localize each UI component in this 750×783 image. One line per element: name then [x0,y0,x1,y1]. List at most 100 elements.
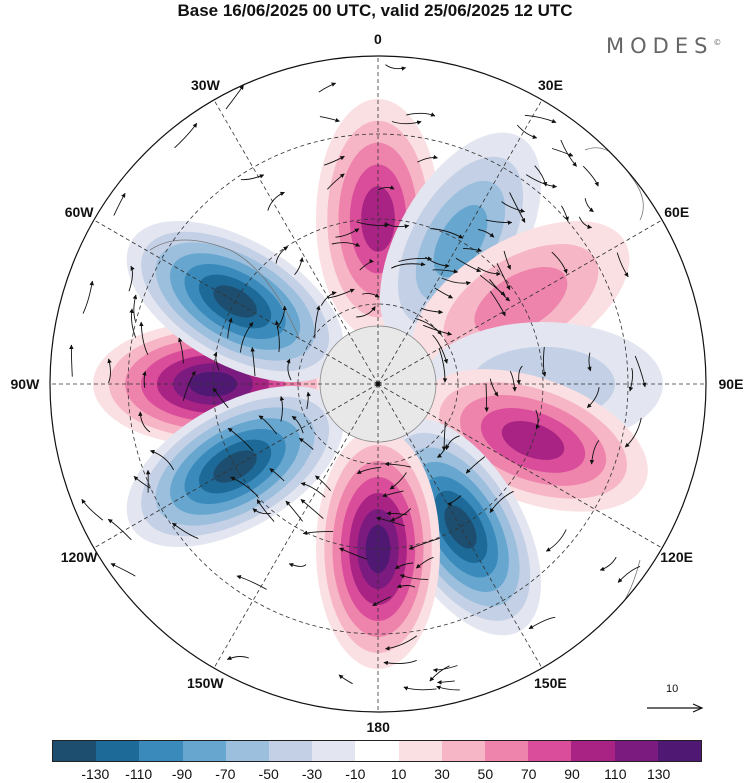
streamline [285,500,303,522]
streamline [634,355,647,388]
meridian-line [377,383,663,549]
lon-label-60W: 60W [64,203,94,220]
streamline [236,575,267,590]
streamline [274,320,280,352]
latitude-circle [127,133,629,635]
streamline [256,499,275,522]
streamline [437,680,455,685]
streamline [561,205,569,222]
colorbar-bin-1 [96,741,140,761]
streamline [110,563,136,577]
map-title: Base 16/06/2025 00 UTC, valid 25/06/2025… [177,1,573,20]
colorbar-tick-label: 110 [604,766,627,782]
colorbar-bin-14 [657,741,702,761]
streamline [535,409,540,430]
streamline [258,415,278,435]
streamline [516,124,538,139]
streamline [624,417,642,448]
colorbar-bin-6 [312,741,356,761]
streamline [441,421,447,452]
streamline [501,201,526,213]
streamline [356,221,390,228]
streamline [485,219,513,225]
streamline [525,174,558,189]
streamline [391,120,422,125]
streamline [107,358,112,384]
streamline [302,530,334,536]
streamline [489,490,514,513]
streamline [586,387,600,408]
colorbar-bin-12 [571,741,615,761]
meridian-line [213,383,379,669]
streamline [331,242,361,247]
streamline [335,228,360,238]
streamline [213,351,220,371]
streamline [406,112,436,117]
streamline [212,387,229,409]
streamline [551,251,568,274]
streamline [252,508,271,515]
streamline [509,370,517,392]
streamline [509,192,526,223]
streamline [391,261,426,269]
streamline [376,516,406,527]
streamline [441,277,471,286]
streamline [541,346,547,377]
streamline [408,537,440,550]
colorbar-tick-label: -50 [258,766,279,782]
streamline [172,522,199,539]
streamline [138,411,151,433]
streamline [528,616,556,630]
streamline [479,274,506,296]
colorbar-tick-label: -110 [125,766,153,782]
streamline [589,440,600,465]
lon-label-90E: 90E [718,376,744,392]
streamline [327,173,345,190]
streamline [436,685,460,691]
colorbar-tick-label: -90 [171,766,193,782]
streamline [315,475,331,491]
streamline [616,252,629,278]
streamline [516,365,523,385]
streamline [320,291,337,306]
logo-text: MODES [606,34,714,58]
colorbar-tick-label: -130 [81,766,110,782]
streamline [286,358,292,381]
colorbar-bin-5 [269,741,313,761]
streamline [429,665,450,682]
streamline [584,198,594,213]
streamline [403,686,437,691]
streamline [178,337,184,364]
streamline [294,257,304,275]
streamline [226,655,249,660]
streamline [503,250,511,270]
lon-label-120E: 120E [660,548,693,565]
meridian-line [93,383,379,549]
streamline [81,498,104,521]
streamline [524,114,557,124]
streamline [560,139,577,167]
meridian-line [93,219,379,385]
streamline [300,499,324,519]
reference-vector-label: 10 [666,683,679,695]
coast-africa [584,147,644,221]
streamline [534,165,548,187]
lon-label-30E: 30E [538,77,563,94]
streamline [386,511,408,516]
lon-label-180: 180 [366,719,390,735]
streamline [129,308,137,338]
streamline [227,317,233,339]
meridian-line [213,99,379,385]
streamline [318,82,337,93]
streamline [338,674,353,685]
lon-label-150W: 150W [187,674,224,691]
streamline [82,280,94,314]
coast-south-america [149,239,301,341]
streamline [446,495,462,507]
streamline [139,321,149,355]
streamline [551,148,574,157]
meridian-line [377,99,543,385]
colorbar-bin-13 [614,741,658,761]
colorbar [52,740,702,762]
streamline [314,305,321,339]
